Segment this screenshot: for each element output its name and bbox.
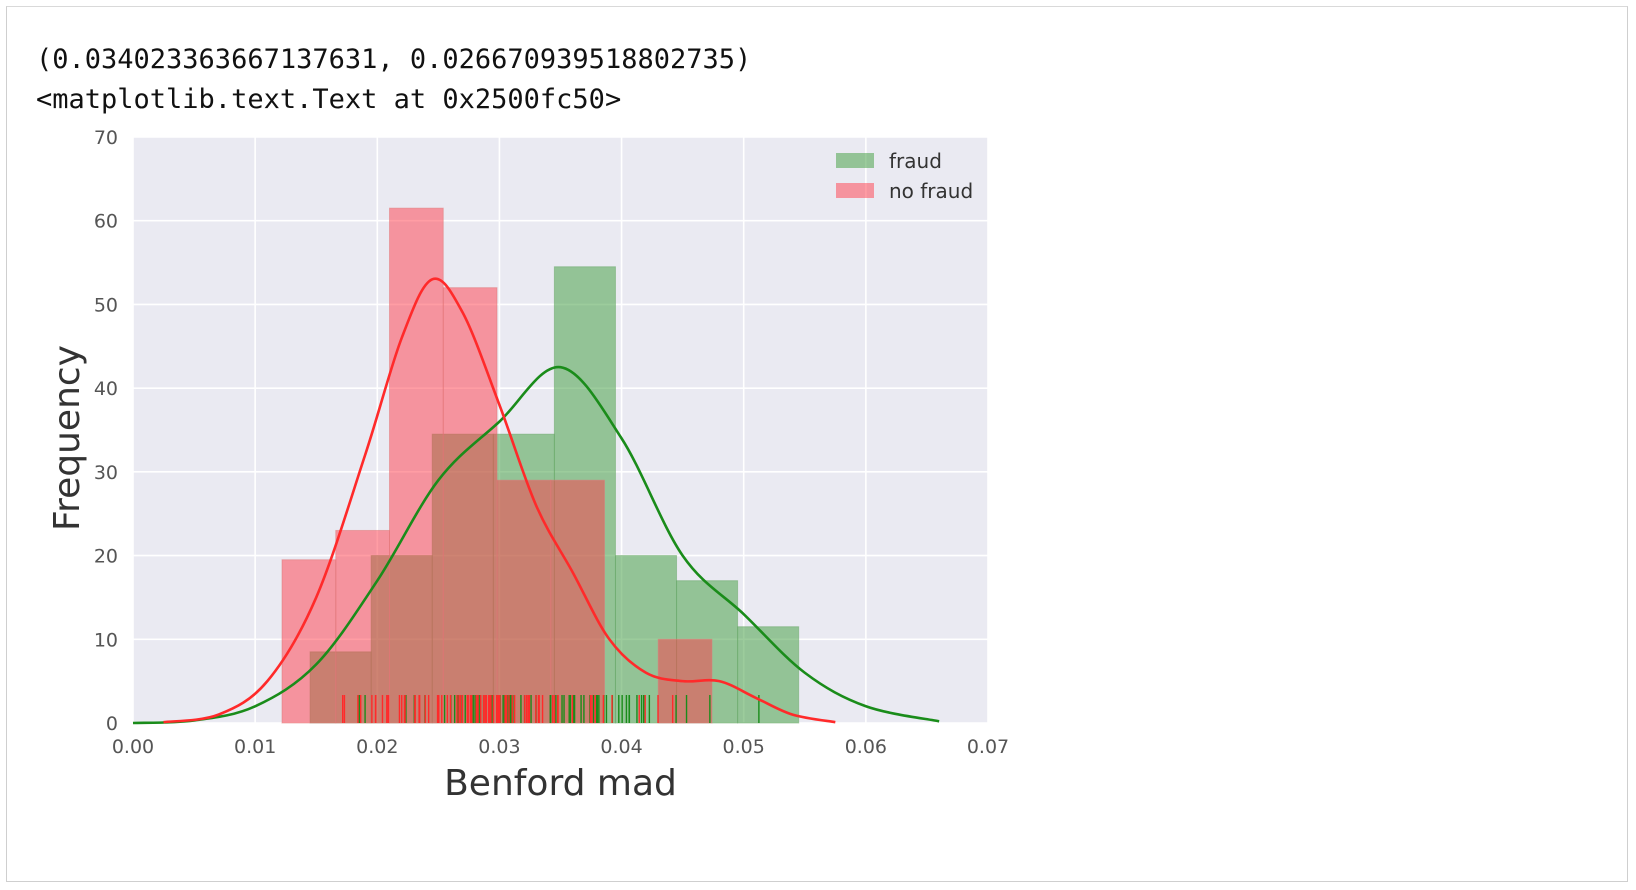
y-tick-label: 0 — [106, 713, 118, 735]
kde-line-no-fraud — [163, 277, 836, 724]
legend-label-no-fraud: no fraud — [889, 179, 973, 203]
x-tick-label: 0.03 — [478, 736, 520, 758]
x-tick-label: 0.06 — [845, 736, 887, 758]
histogram-bar-no-fraud — [335, 529, 390, 724]
output-line-text-object: <matplotlib.text.Text at 0x2500fc50> — [36, 84, 622, 115]
y-axis-label: Frequency — [47, 345, 88, 531]
x-tick-label: 0.07 — [967, 736, 1009, 758]
y-tick-label: 60 — [94, 211, 118, 233]
legend-swatch-fraud — [836, 153, 874, 168]
output-line-tuple: (0.034023363667137631, 0.026670939518802… — [36, 44, 752, 75]
output-text-block: (0.034023363667137631, 0.026670939518802… — [36, 40, 751, 120]
kde-line-fraud — [132, 365, 940, 725]
y-tick-label: 20 — [94, 546, 118, 568]
x-tick-label: 0.02 — [356, 736, 398, 758]
x-tick-label: 0.01 — [234, 736, 276, 758]
histogram-bar-no-fraud — [281, 559, 337, 724]
y-tick-label: 50 — [94, 294, 118, 316]
x-tick-label: 0.04 — [600, 736, 642, 758]
histogram-bar-no-fraud — [442, 287, 498, 724]
y-tick-label: 30 — [94, 462, 118, 484]
y-tick-label: 40 — [94, 378, 118, 400]
x-tick-label: 0.05 — [723, 736, 765, 758]
x-tick-label: 0.00 — [112, 736, 154, 758]
y-tick-label: 10 — [94, 629, 118, 651]
histogram-bar-fraud — [737, 626, 800, 724]
x-axis-label: Benford mad — [444, 763, 677, 804]
legend-label-fraud: fraud — [889, 149, 942, 173]
histogram-bar-no-fraud — [389, 207, 444, 724]
y-tick-label: 70 — [94, 127, 118, 149]
histogram-bar-no-fraud — [550, 479, 605, 724]
legend-swatch-no-fraud — [836, 183, 874, 198]
histogram-bar-no-fraud — [496, 479, 552, 724]
